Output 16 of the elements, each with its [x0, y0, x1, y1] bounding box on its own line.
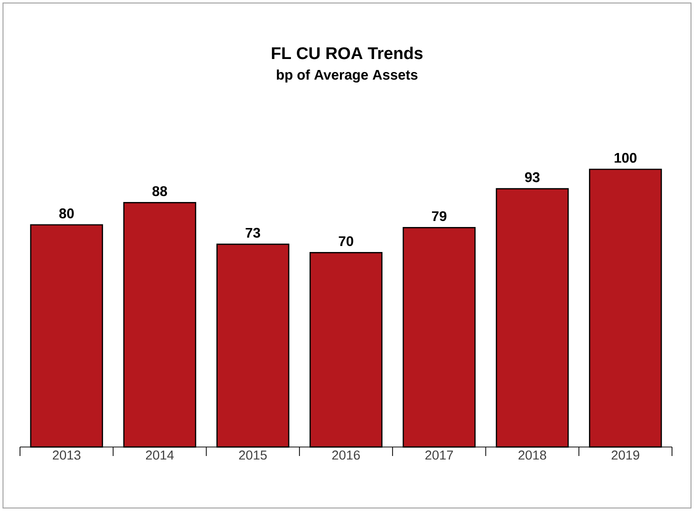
chart-subtitle: bp of Average Assets — [276, 69, 418, 83]
x-tick-label: 2013 — [52, 450, 80, 460]
x-tick-label: 2016 — [332, 450, 360, 460]
chart-title: FL CU ROA Trends — [272, 46, 423, 60]
x-tick-label: 2014 — [146, 450, 174, 460]
x-tick-label: 2015 — [239, 450, 267, 460]
x-tick-label: 2019 — [612, 450, 640, 460]
data-label: 70 — [338, 236, 354, 246]
x-tick-label: 2018 — [518, 450, 546, 460]
data-label: 80 — [59, 208, 74, 218]
x-tick-label: 2017 — [425, 450, 453, 460]
data-label: 73 — [246, 228, 260, 238]
data-label: 79 — [432, 211, 446, 222]
data-label: 88 — [152, 186, 168, 196]
data-label: 93 — [525, 172, 540, 182]
data-label: 100 — [614, 152, 636, 163]
